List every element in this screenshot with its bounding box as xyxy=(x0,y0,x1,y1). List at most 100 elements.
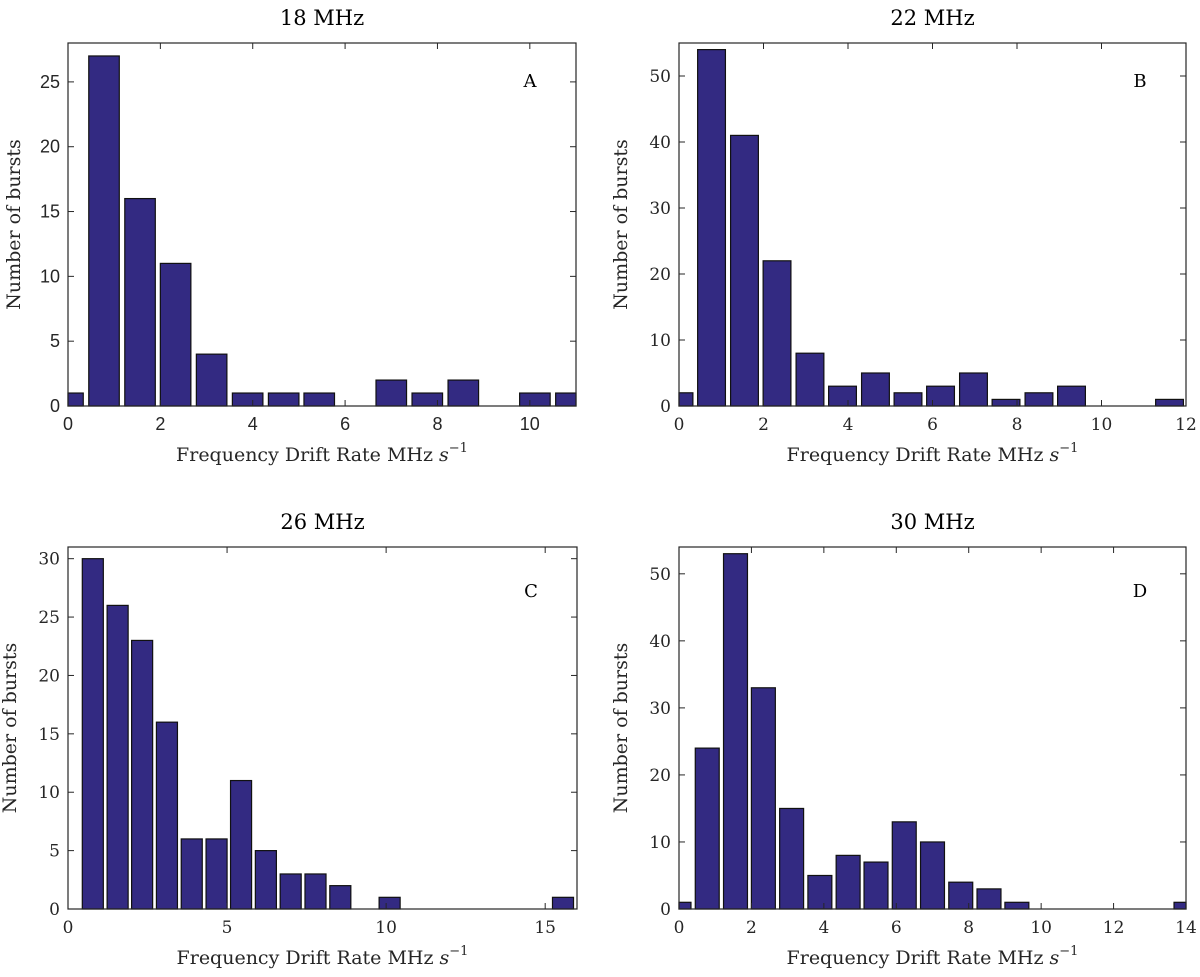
histogram-bar xyxy=(155,721,179,910)
histogram-bar xyxy=(729,134,759,407)
bars xyxy=(678,48,1185,407)
axes-frame xyxy=(678,42,1187,407)
histogram-bar xyxy=(254,850,277,910)
panel-d: 30 MHz Number of bursts Frequency Drift … xyxy=(610,510,1197,969)
x-tick-label: 4 xyxy=(843,415,854,435)
ticks: 0 2 4 6 8 10 12 0 10 20 30 40 50 xyxy=(649,43,1197,435)
panel-title: 18 MHz xyxy=(280,6,364,30)
panel-letter: D xyxy=(1133,581,1147,602)
y-axis-label: Number of bursts xyxy=(3,139,25,310)
histogram-bar xyxy=(378,896,401,910)
y-axis-label: Number of bursts xyxy=(0,643,21,814)
y-tick-label: 30 xyxy=(649,699,671,719)
histogram-bar xyxy=(678,901,692,910)
x-tick-label: 5 xyxy=(222,918,233,938)
panel-letter: B xyxy=(1133,71,1146,92)
x-tick-label: 0 xyxy=(63,414,73,434)
histogram-bar xyxy=(205,838,228,910)
histogram-bar xyxy=(279,873,302,910)
histogram-bar xyxy=(828,385,858,407)
histogram-bar xyxy=(81,558,104,910)
y-tick-label: 10 xyxy=(649,833,671,853)
y-tick-label: 20 xyxy=(40,137,60,157)
x-axis-label-unit: s xyxy=(440,947,450,969)
y-tick-label: 50 xyxy=(649,67,671,87)
histogram-bar xyxy=(1057,385,1087,407)
x-axis-label: Frequency Drift Rate MHz s−1 xyxy=(177,944,469,969)
x-tick-label: 10 xyxy=(520,414,540,434)
histogram-bar xyxy=(106,604,129,910)
x-axis-label-main: Frequency Drift Rate MHz xyxy=(176,444,439,466)
histogram-bar xyxy=(860,372,890,407)
y-tick-label: 40 xyxy=(649,133,671,153)
y-tick-label: 0 xyxy=(660,397,671,417)
histogram-bar xyxy=(694,747,720,910)
y-axis-label: Number of bursts xyxy=(610,139,632,310)
x-axis-label-unit: s xyxy=(1050,444,1060,466)
histogram-bar xyxy=(375,379,408,407)
histogram-bar xyxy=(159,262,192,407)
ticks: 0 5 10 15 0 5 10 15 20 25 30 xyxy=(38,547,577,938)
y-tick-label: 0 xyxy=(49,900,60,920)
x-tick-label: 0 xyxy=(674,415,685,435)
x-tick-label: 0 xyxy=(63,918,74,938)
panel-a: 18 MHz Number of bursts Frequency Drift … xyxy=(3,6,577,466)
y-tick-label: 25 xyxy=(40,72,60,92)
histogram-bar xyxy=(976,888,1002,910)
histogram-bar xyxy=(958,372,988,407)
histogram-bar xyxy=(447,379,480,407)
x-tick-label: 6 xyxy=(891,918,902,938)
histogram-bar xyxy=(750,687,776,910)
y-tick-label: 10 xyxy=(649,331,671,351)
y-tick-label: 30 xyxy=(38,550,60,570)
axes-frame xyxy=(67,546,578,910)
y-tick-label: 15 xyxy=(38,725,60,745)
y-tick-label: 0 xyxy=(50,396,60,416)
x-axis-label-exponent: −1 xyxy=(449,944,468,959)
x-tick-label: 14 xyxy=(1175,918,1197,938)
histogram-bar xyxy=(303,392,336,407)
histogram-bar xyxy=(229,779,253,910)
histogram-bar xyxy=(231,392,264,407)
x-axis-label: Frequency Drift Rate MHz s−1 xyxy=(176,441,468,466)
histogram-bar xyxy=(678,392,694,407)
y-tick-label: 5 xyxy=(49,842,60,862)
x-tick-label: 15 xyxy=(534,918,556,938)
x-axis-label-main: Frequency Drift Rate MHz xyxy=(787,947,1050,969)
histogram-bar xyxy=(1024,392,1054,407)
x-tick-label: 10 xyxy=(375,918,397,938)
y-tick-label: 40 xyxy=(649,632,671,652)
x-tick-label: 4 xyxy=(248,414,258,434)
x-tick-label: 6 xyxy=(340,414,350,434)
histogram-bar xyxy=(329,885,352,910)
histogram-bar xyxy=(779,807,805,910)
panel-title: 30 MHz xyxy=(890,510,974,534)
y-tick-label: 50 xyxy=(649,565,671,585)
x-axis-label-exponent: −1 xyxy=(1059,441,1078,456)
histogram-bar xyxy=(131,639,154,910)
x-tick-label: 6 xyxy=(927,415,938,435)
y-tick-label: 0 xyxy=(660,900,671,920)
x-axis-label-main: Frequency Drift Rate MHz xyxy=(177,947,440,969)
bars xyxy=(81,558,575,910)
histogram-bar xyxy=(551,896,575,910)
x-tick-label: 8 xyxy=(432,414,442,434)
x-tick-label: 8 xyxy=(1012,415,1023,435)
x-tick-label: 8 xyxy=(963,918,974,938)
histogram-bar xyxy=(1173,901,1187,910)
x-tick-label: 0 xyxy=(674,918,685,938)
x-tick-label: 10 xyxy=(1091,415,1113,435)
ticks: 0 2 4 6 8 10 0 5 10 15 20 25 xyxy=(40,43,576,434)
histogram-bar xyxy=(267,392,300,407)
panel-title: 26 MHz xyxy=(280,510,364,534)
x-tick-label: 2 xyxy=(155,414,165,434)
histogram-bar xyxy=(891,821,917,910)
histogram-bar xyxy=(991,398,1021,407)
y-tick-label: 20 xyxy=(649,265,671,285)
histogram-bar xyxy=(863,861,889,910)
y-tick-label: 10 xyxy=(40,266,60,286)
histogram-bar xyxy=(835,854,861,910)
axes-frame xyxy=(678,546,1187,910)
x-tick-label: 2 xyxy=(746,918,757,938)
y-tick-label: 10 xyxy=(38,783,60,803)
